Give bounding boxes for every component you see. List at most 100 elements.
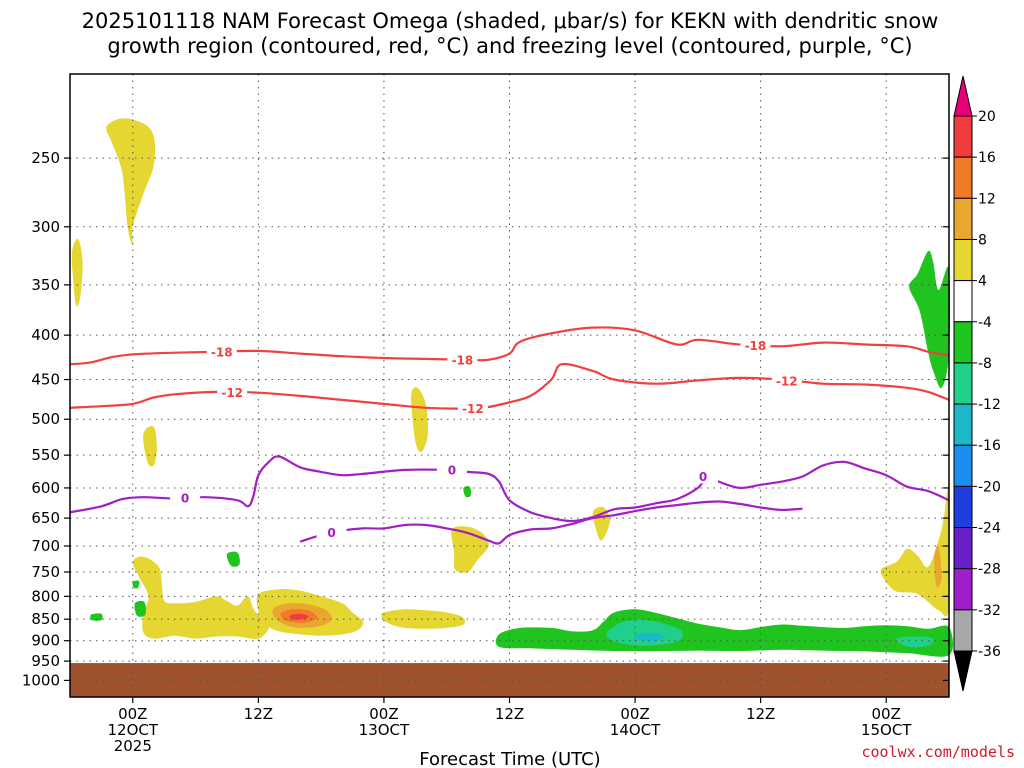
colorbar-swatch [953, 321, 973, 364]
y-tick-label: 500 [31, 410, 60, 428]
contour-label: -18 [745, 339, 767, 353]
contour-label: 0 [448, 463, 456, 477]
x-tick-label: 12OCT [108, 721, 159, 739]
chart-title-line-1: 2025101118 NAM Forecast Omega (shaded, μ… [82, 9, 939, 33]
contour-label-bg [447, 351, 478, 367]
shaded-region-omega-16-20-core [289, 613, 309, 620]
contour-label-bg [771, 373, 802, 389]
y-tick-label: 450 [31, 371, 60, 389]
contour-label: 0 [699, 470, 707, 484]
contour-dendritic-18c [69, 326, 950, 366]
colorbar-swatch [953, 238, 973, 282]
credit-text: coolwx.com/models [861, 743, 1015, 761]
below-ground-area [70, 663, 949, 697]
shaded-region-omega-4-green-lower [495, 609, 954, 657]
colorbar-swatch [953, 568, 973, 611]
y-tick-label: 350 [31, 276, 60, 294]
contour-label: 0 [327, 526, 335, 540]
shaded-region-omega-4-8-mid [381, 609, 466, 629]
omega-shading [71, 118, 954, 657]
colorbar-tick-label: -36 [978, 644, 1001, 660]
contour-label-bg [436, 461, 467, 477]
contour-label-bg [457, 400, 488, 416]
y-tick-label: 550 [31, 446, 60, 464]
contour-label-bg [170, 489, 201, 505]
colorbar-tick-label: 4 [978, 274, 987, 290]
contour-label: -18 [211, 345, 233, 359]
temperature-contours [69, 326, 950, 545]
colorbar-tick-label: 8 [978, 232, 987, 248]
shaded-region-omega-4-8-near-250 [106, 118, 156, 246]
x-tick-label: 14OCT [610, 721, 661, 739]
x-tick-label: 2025 [114, 737, 152, 755]
x-tick-label: 00Z [872, 705, 901, 723]
contour-label: -18 [452, 353, 474, 367]
x-tick-label: 13OCT [359, 721, 410, 739]
x-tick-label: 12Z [746, 705, 775, 723]
y-tick-label: 900 [31, 632, 60, 650]
contour-freezing-level-upper-0c [69, 455, 950, 523]
x-tick-label: 00Z [118, 705, 147, 723]
shaded-region-omega-4-8-right [880, 484, 950, 617]
chart-title-line-2: growth region (contoured, red, °C) and f… [107, 34, 912, 58]
colorbar-swatch [953, 362, 973, 405]
colorbar-tick-label: -28 [978, 562, 1001, 578]
y-tick-label: 800 [31, 587, 60, 605]
colorbar-swatch [953, 485, 973, 529]
colorbar-swatch [953, 444, 973, 487]
x-tick-label: 15OCT [861, 721, 912, 739]
shaded-region-omega-4-8-low-left [132, 556, 269, 639]
shaded-region-omega-4-8-near-320 [71, 238, 83, 307]
shaded-region-omega-4-8-right-thin [934, 545, 942, 588]
contour-label-bg [217, 384, 248, 400]
colorbar-tick-label: 12 [978, 191, 996, 207]
y-tick-label: 1000 [22, 671, 60, 689]
colorbar-tick-label: -20 [978, 479, 1001, 495]
y-tick-label: 300 [31, 218, 60, 236]
contour-labels: -18 -18 -18 -12 -12 -12 0 0 0 0 [170, 337, 802, 540]
shaded-region-omega-4-small-d [463, 486, 472, 498]
x-axis-label: Forecast Time (UTC) [419, 749, 600, 768]
colorbar-legend: 20 16 12 8 4 -4 -8 -12 -16 -20 -24 -28 -32 -36 [953, 75, 1001, 692]
colorbar-swatch [953, 156, 973, 199]
shaded-region-omega-4-8-near-530 [143, 425, 157, 467]
y-tick-label: 950 [31, 652, 60, 670]
y-tick-label: 750 [31, 563, 60, 581]
colorbar-tick-label: -4 [978, 315, 992, 331]
shaded-region-omega-4-small-a [226, 551, 240, 567]
colorbar-tick-label: -8 [978, 356, 992, 372]
x-tick-label: 12Z [244, 705, 273, 723]
colorbar-tick-label: 20 [978, 109, 996, 125]
colorbar-bottom-arrow [953, 650, 973, 692]
shaded-region-omega-4-small-b [134, 600, 147, 617]
contour-label: -12 [462, 402, 484, 416]
y-tick-label: 600 [31, 479, 60, 497]
colorbar-swatch [953, 280, 973, 323]
colorbar-swatch [953, 197, 973, 240]
contour-freezing-level-lower-0c [299, 500, 803, 545]
x-tick-label: 12Z [495, 705, 524, 723]
contour-label-bg [206, 343, 237, 359]
contour-label-bg [316, 524, 347, 540]
contour-label-bg [688, 468, 719, 484]
x-tick-label: 00Z [369, 705, 398, 723]
shaded-region-omega-8-cyan-lower [605, 619, 683, 646]
contour-label: 0 [181, 491, 189, 505]
colorbar-top-arrow [953, 75, 973, 117]
shaded-region-omega-8-right-lower [896, 636, 934, 648]
colorbar-swatch [953, 527, 973, 570]
y-tick-label: 400 [31, 326, 60, 344]
contour-label-bg [740, 337, 771, 353]
colorbar-tick-label: -32 [978, 603, 1001, 619]
colorbar-tick-label: -12 [978, 397, 1001, 413]
colorbar-swatch [953, 609, 973, 652]
contour-label: -12 [776, 375, 798, 389]
y-axis-pressure: 250 300 350 400 450 500 550 600 650 700 750 800 850 9… [22, 149, 949, 689]
y-tick-label: 850 [31, 610, 60, 628]
colorbar-swatch [953, 115, 973, 158]
y-tick-label: 650 [31, 509, 60, 527]
colorbar-tick-label: 16 [978, 150, 996, 166]
contour-dendritic-12c [69, 362, 950, 410]
